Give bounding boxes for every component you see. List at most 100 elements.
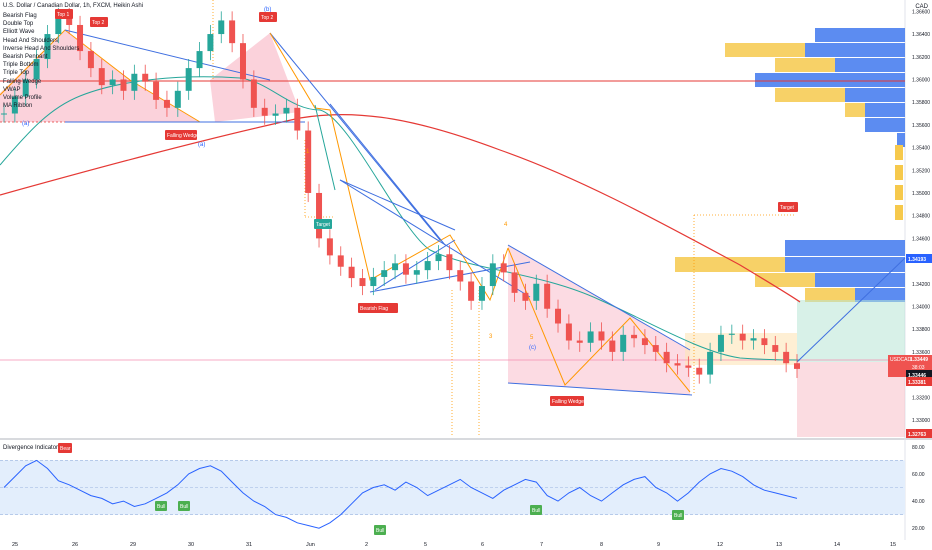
volume-profile-bar bbox=[815, 273, 905, 287]
candle-body bbox=[174, 90, 181, 108]
candle-body bbox=[522, 292, 529, 301]
top2b-badge-bg bbox=[259, 12, 277, 22]
candle-body bbox=[250, 79, 257, 108]
top2-badge-bg bbox=[90, 17, 108, 27]
candle-body bbox=[44, 34, 51, 60]
candle-body bbox=[674, 363, 681, 366]
candle-body bbox=[316, 192, 323, 239]
pattern-item[interactable]: Bearish Flag bbox=[3, 13, 37, 19]
candle-body bbox=[772, 345, 779, 352]
candle-body bbox=[66, 17, 73, 25]
wave-c-label: (c) bbox=[529, 345, 536, 351]
pattern-item[interactable]: Volume Profile bbox=[3, 95, 42, 102]
bear-badge: Bear bbox=[60, 446, 71, 452]
candle-body bbox=[381, 270, 388, 277]
candle-body bbox=[696, 367, 703, 375]
candle-body bbox=[163, 99, 170, 108]
pattern-line bbox=[269, 32, 441, 241]
price-tag-mid: 1.33446 bbox=[908, 373, 926, 379]
target-badge-bg bbox=[314, 219, 332, 229]
price-tick-label: 1.33800 bbox=[912, 327, 930, 333]
falling-wedge-badge: Falling Wedge bbox=[552, 399, 584, 405]
volume-profile-bar bbox=[785, 240, 905, 256]
candle-body bbox=[500, 263, 507, 273]
candle-body bbox=[587, 331, 594, 343]
candle-body bbox=[555, 308, 562, 324]
candle-body bbox=[457, 270, 464, 282]
pattern-item[interactable]: Double Top bbox=[3, 21, 34, 28]
time-tick-label: Jun bbox=[306, 542, 315, 548]
target-badge: Target bbox=[316, 222, 331, 228]
candle-body bbox=[435, 254, 442, 262]
top1-badge-bg bbox=[55, 9, 73, 19]
candle-body bbox=[1, 113, 7, 115]
candle-body bbox=[87, 51, 94, 69]
pattern-item[interactable]: Falling Wedge bbox=[3, 78, 42, 85]
time-tick-label: 30 bbox=[188, 542, 194, 548]
candle-body bbox=[413, 270, 420, 275]
price-tag-low1: 1.33381 bbox=[908, 380, 926, 386]
pattern-line bbox=[339, 179, 531, 298]
chart-title: U.S. Dollar / Canadian Dollar, 1h, FXCM,… bbox=[3, 3, 144, 9]
pattern-line bbox=[314, 104, 336, 191]
oscillator-line bbox=[3, 459, 798, 529]
candle-body bbox=[359, 278, 366, 287]
wave-5-label: 5 bbox=[530, 335, 534, 341]
pattern-item[interactable]: Head And Shoulders bbox=[3, 37, 59, 44]
time-tick-label: 13 bbox=[776, 542, 782, 548]
candle-body bbox=[652, 345, 659, 352]
pattern-item[interactable]: VWAP bbox=[3, 86, 21, 93]
volume-profile-bar bbox=[895, 185, 903, 200]
pattern-item[interactable]: Elliott Wave bbox=[3, 29, 35, 36]
oscillator-tick-label: 20.00 bbox=[912, 526, 925, 532]
candle-body bbox=[305, 130, 312, 193]
volume-profile-bar bbox=[855, 288, 905, 302]
long-stop-zone bbox=[797, 362, 905, 437]
time-tick-label: 12 bbox=[717, 542, 723, 548]
price-tag-upper-bg bbox=[906, 254, 932, 263]
ma-slow bbox=[0, 114, 801, 303]
pattern-item[interactable]: Bearish Pennant bbox=[3, 54, 48, 61]
bull-badge-bg bbox=[672, 510, 684, 520]
price-tick-label: 1.36000 bbox=[912, 77, 930, 83]
long-target-zone bbox=[797, 300, 905, 362]
wave-4-label: 4 bbox=[504, 222, 508, 228]
candle-body bbox=[22, 79, 29, 97]
candle-body bbox=[489, 263, 496, 287]
pattern-item[interactable]: Triple Top bbox=[3, 70, 30, 77]
wave-3-label: 3 bbox=[489, 334, 493, 340]
pattern-line bbox=[269, 32, 509, 302]
top2-badge: Top 2 bbox=[92, 20, 104, 26]
candles bbox=[1, 7, 800, 384]
price-tick-label: 1.36200 bbox=[912, 55, 930, 61]
pattern-line bbox=[64, 29, 271, 81]
bull-badge: Bull bbox=[376, 528, 384, 534]
top2b-badge: Top 2 bbox=[261, 15, 273, 21]
volume-profile-bar bbox=[785, 257, 905, 272]
pattern-line bbox=[374, 239, 456, 291]
pattern-item[interactable]: Inverse Head And Shoulders bbox=[3, 45, 80, 52]
candle-body bbox=[511, 272, 518, 293]
price-tag-low1-bg bbox=[906, 377, 932, 386]
volume-profile-bar bbox=[775, 58, 835, 72]
price-tag-symbol: USDCAD bbox=[890, 357, 912, 363]
volume-profile-bar bbox=[895, 145, 903, 160]
bearish-flag-badge-bg bbox=[358, 303, 398, 313]
candle-body bbox=[728, 333, 735, 335]
volume-profile-bar bbox=[755, 73, 905, 87]
falling-wedge-badge: Falling Wedge bbox=[167, 133, 199, 139]
price-tick-label: 1.35000 bbox=[912, 191, 930, 197]
oscillator-tick-label: 40.00 bbox=[912, 499, 925, 505]
price-tick-label: 1.35600 bbox=[912, 123, 930, 129]
wave-a-label: (a) bbox=[22, 121, 29, 127]
candle-body bbox=[424, 261, 431, 271]
candle-body bbox=[446, 254, 453, 271]
candle-body bbox=[77, 24, 84, 52]
bull-badge-bg bbox=[374, 525, 386, 535]
pattern-item[interactable]: Triple Bottom bbox=[3, 62, 39, 69]
volume-profile-bar bbox=[775, 88, 845, 102]
bull-badge-bg bbox=[530, 505, 542, 515]
pattern-item[interactable]: MA Ribbon bbox=[3, 103, 33, 110]
